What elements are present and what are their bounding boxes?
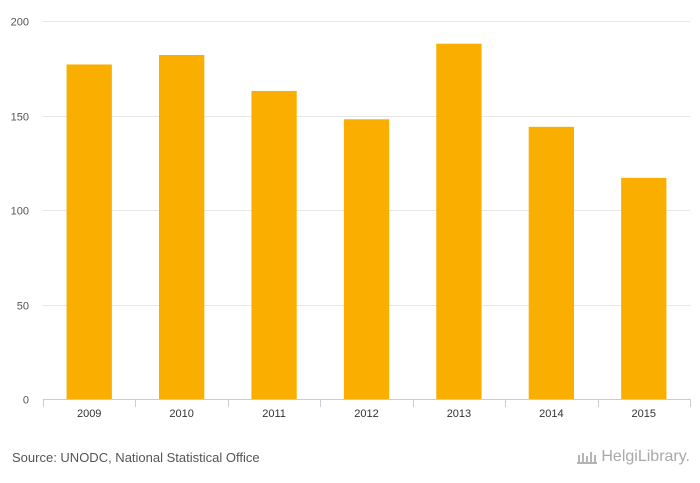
bar <box>251 90 297 400</box>
y-tick-label: 100 <box>11 206 29 218</box>
x-tick-label: 2015 <box>632 408 656 420</box>
x-tick-label: 2011 <box>262 408 286 420</box>
bar <box>66 64 112 399</box>
bar <box>343 119 390 399</box>
y-tick-label: 50 <box>17 301 29 313</box>
bar <box>528 126 574 399</box>
x-tick-label: 2013 <box>447 408 471 420</box>
library-building-icon <box>576 449 598 465</box>
bar-chart: 0 50 100 150 200 2009 2010 2011 2012 2013 2014 2015 <box>11 17 691 420</box>
y-tick-label: 150 <box>11 112 29 124</box>
brand-logo: HelgiLibrary. <box>576 448 690 466</box>
y-tick-label: 0 <box>23 395 29 407</box>
x-tick-label: 2014 <box>539 408 563 420</box>
bar <box>159 55 205 400</box>
x-tick-label: 2012 <box>354 408 378 420</box>
bar <box>621 177 667 399</box>
y-tick-label: 200 <box>11 17 29 29</box>
bar <box>436 43 482 400</box>
source-note: Source: UNODC, National Statistical Offi… <box>12 450 260 465</box>
x-tick-label: 2010 <box>169 408 193 420</box>
x-tick-label: 2009 <box>77 408 101 420</box>
brand-name: HelgiLibrary. <box>601 448 690 465</box>
